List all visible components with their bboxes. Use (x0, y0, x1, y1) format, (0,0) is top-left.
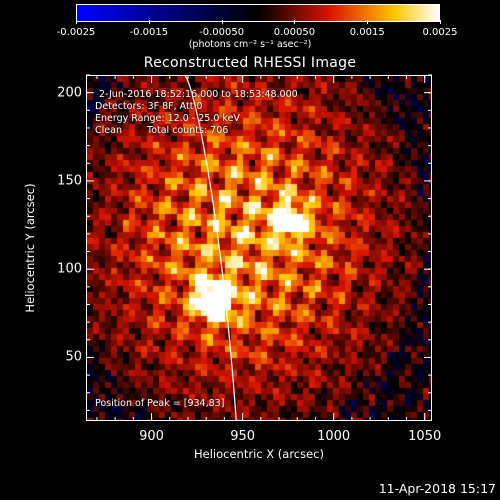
colorbar-tick (367, 20, 369, 24)
y-tick-label: 150 (57, 173, 82, 189)
info-total-counts: Total counts: 706 (147, 125, 229, 136)
x-tick-label: 900 (139, 429, 164, 444)
colorbar-tick (440, 20, 441, 24)
info-clean: Clean (95, 125, 122, 136)
x-tick-label: 1000 (317, 429, 351, 444)
colorbar-tick-label: 0.0025 (422, 27, 458, 38)
x-tick-label: 1050 (408, 429, 442, 444)
colorbar-tick-label: -0.00050 (199, 27, 245, 38)
x-axis-label: Heliocentric X (arcsec) (194, 447, 324, 461)
colorbar (76, 4, 440, 22)
colorbar-tick (221, 20, 223, 24)
colorbar-tick-label: 0.00050 (273, 27, 316, 38)
x-tick-label: 950 (230, 429, 256, 444)
info-peak-position: Position of Peak = [934,83] (95, 398, 225, 409)
info-time-range: 2-Jun-2016 18:52:16.000 to 18:53:48.000 (99, 89, 298, 100)
info-energy-range: Energy Range: 12.0 - 25.0 keV (95, 113, 240, 124)
y-tick-label: 50 (65, 349, 82, 365)
solar-limb (184, 76, 237, 420)
reconstructed-image (87, 76, 431, 420)
info-detectors: Detectors: 3F 8F, Att 0 (95, 101, 203, 112)
colorbar-tick-label: -0.0015 (129, 27, 169, 38)
y-tick-label: 100 (57, 261, 82, 277)
y-tick-label: 200 (57, 85, 82, 101)
colorbar-tick-label: 0.0015 (349, 27, 385, 38)
image-title: Reconstructed RHESSI Image (143, 55, 357, 71)
rhessi-image-plot: 2-Jun-2016 18:52:16.000 to 18:53:48.000 … (86, 75, 432, 421)
footer-timestamp: 11-Apr-2018 15:17 (378, 481, 496, 496)
colorbar-unit-label: (photons cm⁻² s⁻¹ asec⁻²) (188, 39, 312, 50)
colorbar-tick (76, 20, 77, 24)
colorbar-tick (294, 20, 296, 24)
y-axis-label: Heliocentric Y (arcsec) (23, 183, 37, 313)
colorbar-tick (148, 20, 150, 24)
colorbar-tick-label: -0.0025 (56, 27, 96, 38)
